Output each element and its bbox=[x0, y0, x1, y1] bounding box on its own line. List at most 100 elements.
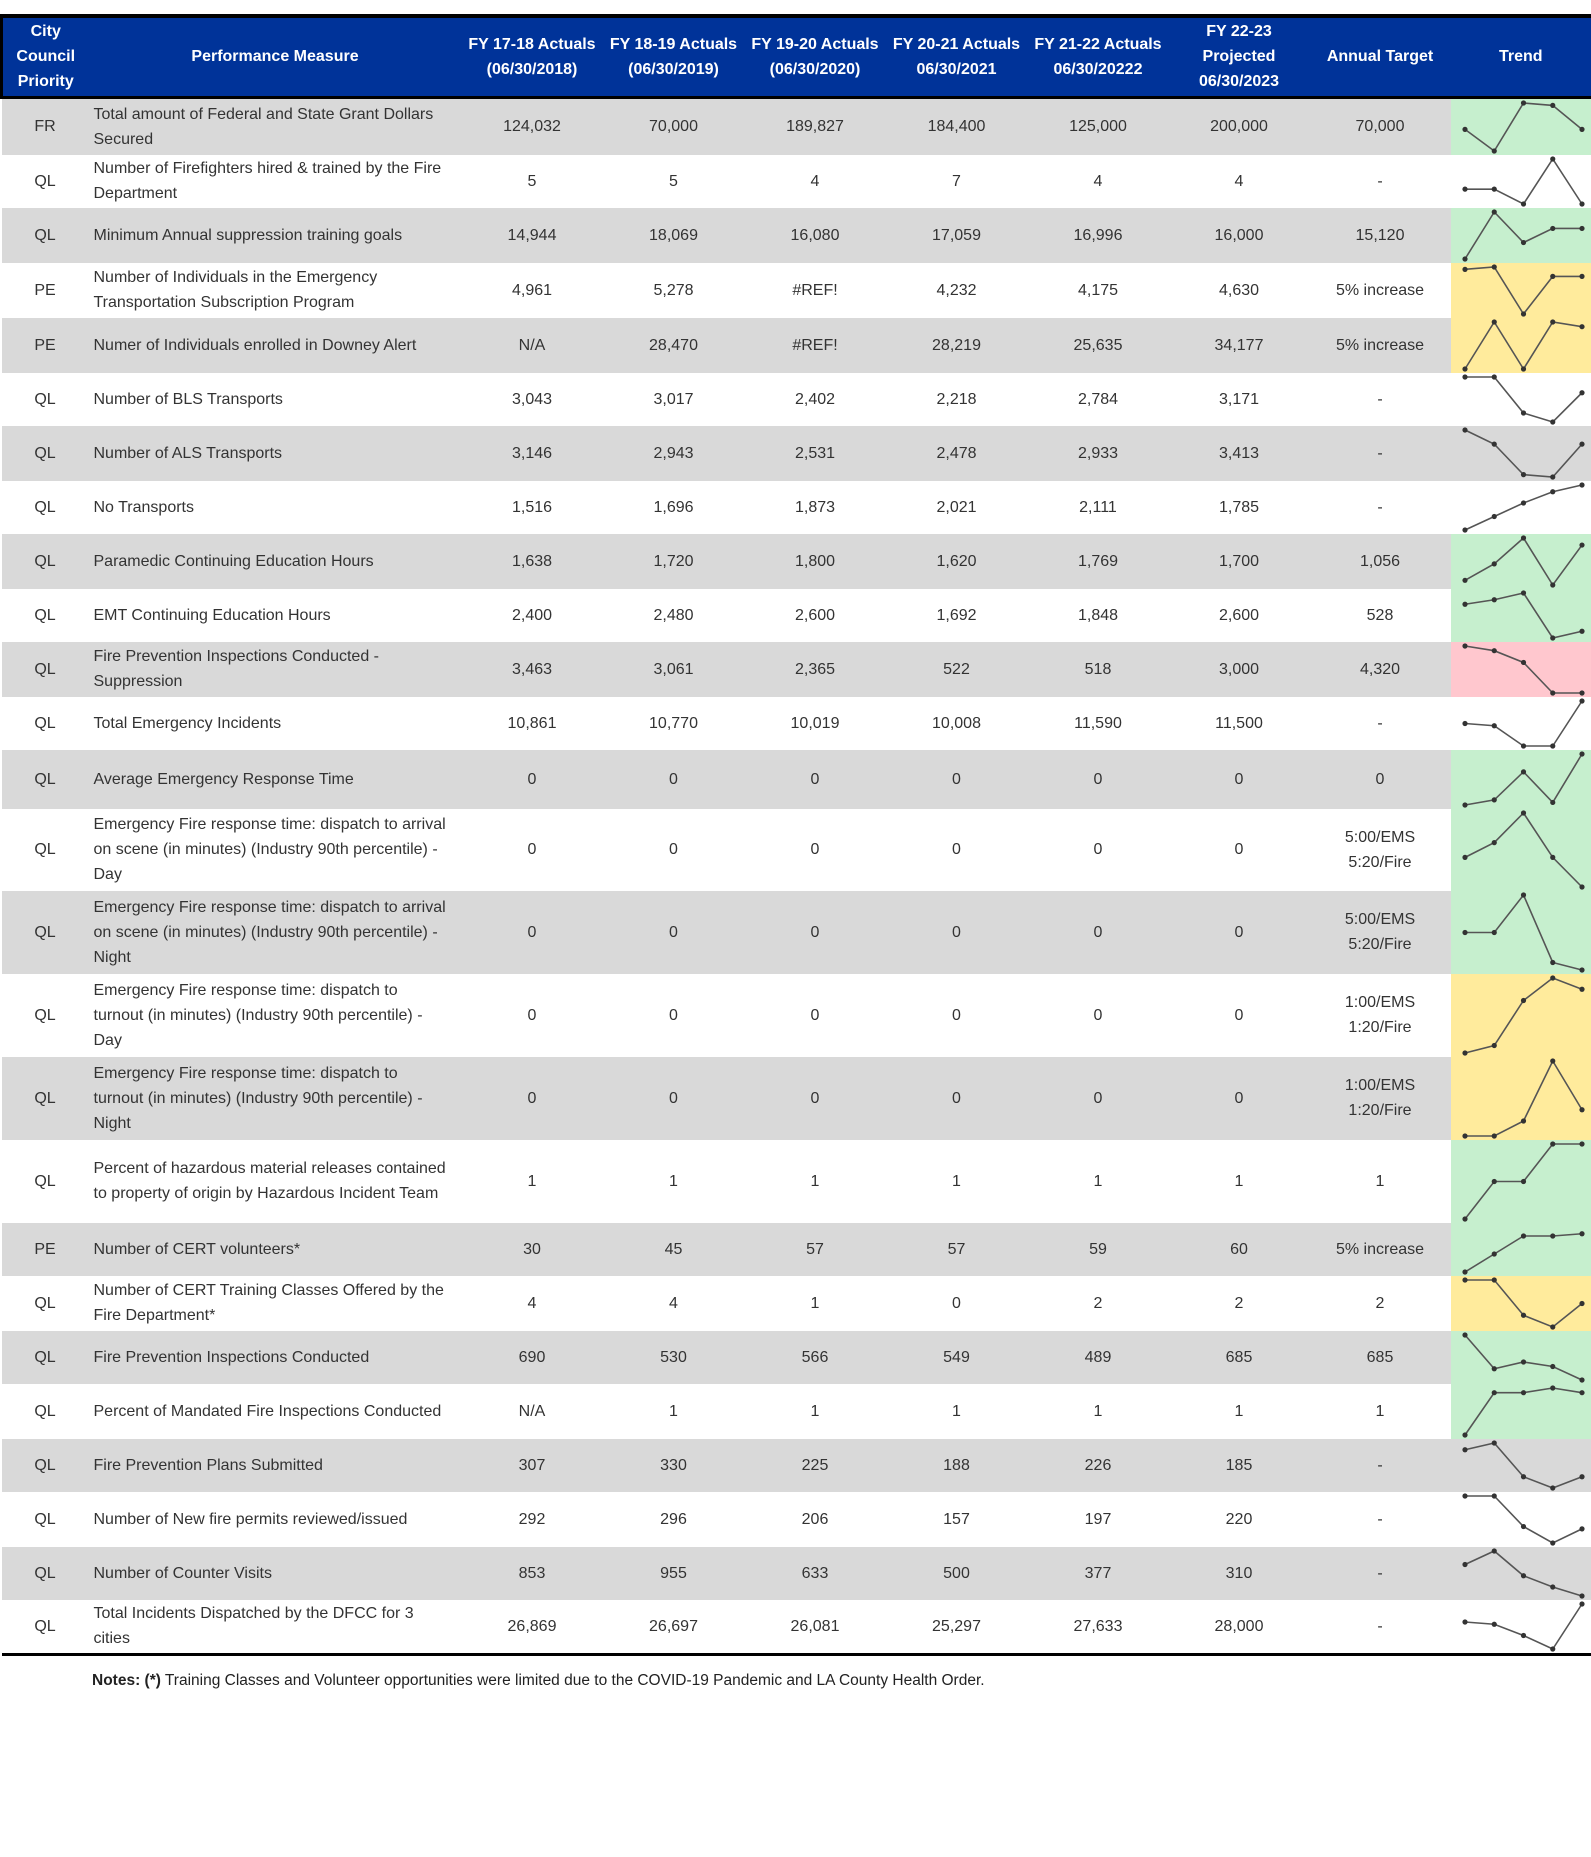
sparkline-point bbox=[1520, 659, 1526, 665]
value-cell: 0 bbox=[1234, 841, 1244, 858]
sparkline-point bbox=[1578, 541, 1585, 548]
priority-cell: QL bbox=[34, 1456, 56, 1474]
value-cell: 1,800 bbox=[794, 552, 836, 570]
value-cell: 3,061 bbox=[653, 660, 694, 678]
value-cell: 0 bbox=[1093, 1089, 1103, 1107]
sparkline-point bbox=[1520, 1117, 1526, 1124]
table-row: QL Number of New fire permits reviewed/is… bbox=[1, 1491, 1591, 1547]
value-cell: 2,402 bbox=[794, 390, 836, 408]
sparkline-point bbox=[1578, 441, 1585, 447]
value-cell: 1,516 bbox=[511, 498, 553, 516]
trend-cell bbox=[1450, 641, 1591, 697]
sparkline-point bbox=[1549, 1363, 1555, 1369]
sparkline-point bbox=[1491, 722, 1497, 728]
target-cell: 5% increase bbox=[1335, 1240, 1425, 1258]
sparkline-line bbox=[1464, 265, 1582, 315]
header-fy20-21: FY 20-21 Actuals 06/30/2021 bbox=[885, 14, 1028, 99]
sparkline-point bbox=[1578, 966, 1585, 973]
value-cell: 549 bbox=[943, 1348, 970, 1366]
sparkline bbox=[1461, 891, 1585, 973]
value-cell: 185 bbox=[1225, 1456, 1253, 1474]
header-fy22-23: FY 22-23 Projected 06/30/2023 bbox=[1168, 14, 1310, 99]
measure-cell: Emergency Fire response time: dispatch t… bbox=[93, 898, 446, 966]
value-cell: 4 bbox=[669, 1294, 678, 1312]
value-cell: 0 bbox=[669, 1089, 678, 1107]
sparkline-point bbox=[1491, 1250, 1497, 1257]
target-line: 1:00/EMS bbox=[1344, 1077, 1416, 1094]
sparkline-point bbox=[1491, 147, 1497, 154]
sparkline-point bbox=[1461, 577, 1468, 583]
sparkline-line bbox=[1464, 700, 1583, 747]
value-cell: 16,000 bbox=[1214, 226, 1264, 244]
sparkline-point bbox=[1461, 186, 1468, 192]
value-cell: 1 bbox=[1093, 1402, 1103, 1420]
trend-cell bbox=[1450, 1330, 1591, 1384]
target-cell: 4,320 bbox=[1359, 660, 1401, 678]
target-line: 5:20/Fire bbox=[1348, 936, 1412, 953]
sparkline-point bbox=[1461, 365, 1468, 372]
sparkline-point bbox=[1549, 225, 1555, 231]
target-cell: 70,000 bbox=[1355, 118, 1405, 135]
sparkline-point bbox=[1520, 409, 1526, 416]
trend-cell bbox=[1450, 749, 1591, 809]
measure-cell: Number of CERT Training Classes Offered … bbox=[93, 1282, 444, 1324]
sparkline-point bbox=[1549, 1645, 1555, 1652]
value-cell: 26,869 bbox=[461, 1599, 603, 1656]
sparkline-point bbox=[1461, 266, 1468, 272]
sparkline-line bbox=[1464, 101, 1583, 152]
sparkline-line bbox=[1464, 536, 1583, 586]
value-cell: 1,873 bbox=[794, 498, 836, 516]
sparkline-point bbox=[1491, 186, 1497, 192]
target-line: 1:20/Fire bbox=[1348, 1102, 1412, 1119]
measure-cell: Total Emergency Incidents bbox=[93, 714, 282, 732]
sparkline-point bbox=[1491, 839, 1497, 845]
table-row: QL Emergency Fire response time: dispatch… bbox=[1, 890, 1591, 974]
value-cell: 226 bbox=[1084, 1456, 1112, 1474]
target-cell: 685 bbox=[1366, 1348, 1394, 1366]
value-cell: 2,021 bbox=[936, 498, 977, 516]
sparkline-point bbox=[1461, 854, 1468, 860]
target-cell: - bbox=[1377, 1564, 1383, 1582]
value-cell: 0 bbox=[1234, 1089, 1244, 1107]
table-row: QL Average Emergency Response Time 0 0 0 0 0 0 0 bbox=[1, 749, 1591, 809]
target-cell: 0 bbox=[1375, 770, 1385, 788]
sparkline-line bbox=[1464, 644, 1582, 694]
target-cell: 2 bbox=[1375, 1294, 1385, 1312]
sparkline-point bbox=[1461, 426, 1468, 433]
sparkline-point bbox=[1549, 581, 1555, 588]
priority-cell: QL bbox=[34, 770, 56, 788]
value-cell: 59 bbox=[1089, 1240, 1107, 1258]
sparkline-point bbox=[1549, 318, 1555, 325]
value-cell: 2,600 bbox=[1218, 606, 1260, 624]
sparkline bbox=[1461, 318, 1585, 372]
sparkline-point bbox=[1520, 1358, 1526, 1365]
priority-cell: QL bbox=[34, 172, 56, 190]
value-cell: N/A bbox=[518, 1402, 546, 1420]
value-cell: 292 bbox=[518, 1510, 546, 1528]
sparkline-line bbox=[1464, 157, 1583, 205]
sparkline-line bbox=[1464, 1278, 1583, 1328]
sparkline-point bbox=[1549, 102, 1555, 108]
priority-cell: QL bbox=[34, 923, 56, 941]
sparkline-line bbox=[1464, 591, 1582, 639]
sparkline bbox=[1461, 155, 1585, 207]
value-cell: 1 bbox=[669, 1402, 678, 1420]
notes: Notes: (*) Training Classes and Voluntee… bbox=[92, 1672, 985, 1690]
value-cell: 0 bbox=[952, 1089, 961, 1107]
value-cell: 10,008 bbox=[932, 714, 981, 732]
value-cell: 0 bbox=[669, 841, 678, 858]
trend-cell bbox=[1450, 1599, 1591, 1656]
sparkline-point bbox=[1520, 1473, 1526, 1479]
value-cell: 2,111 bbox=[1079, 498, 1117, 516]
sparkline-point bbox=[1578, 628, 1585, 634]
value-cell: 7 bbox=[952, 172, 961, 190]
header-fy21-22: FY 21-22 Actuals 06/30/20222 bbox=[1027, 14, 1169, 99]
table-row: QL Total Emergency Incidents 10,861 10,770 1… bbox=[1, 696, 1591, 750]
table-row: QL Emergency Fire response time: dispatch… bbox=[1, 973, 1591, 1057]
value-cell: 25,635 bbox=[1073, 336, 1123, 354]
value-cell: 330 bbox=[660, 1456, 687, 1474]
header-trend: Trend bbox=[1450, 14, 1591, 99]
value-cell: 0 bbox=[1234, 1006, 1244, 1024]
value-cell: 518 bbox=[1084, 660, 1112, 678]
sparkline-point bbox=[1549, 273, 1555, 279]
